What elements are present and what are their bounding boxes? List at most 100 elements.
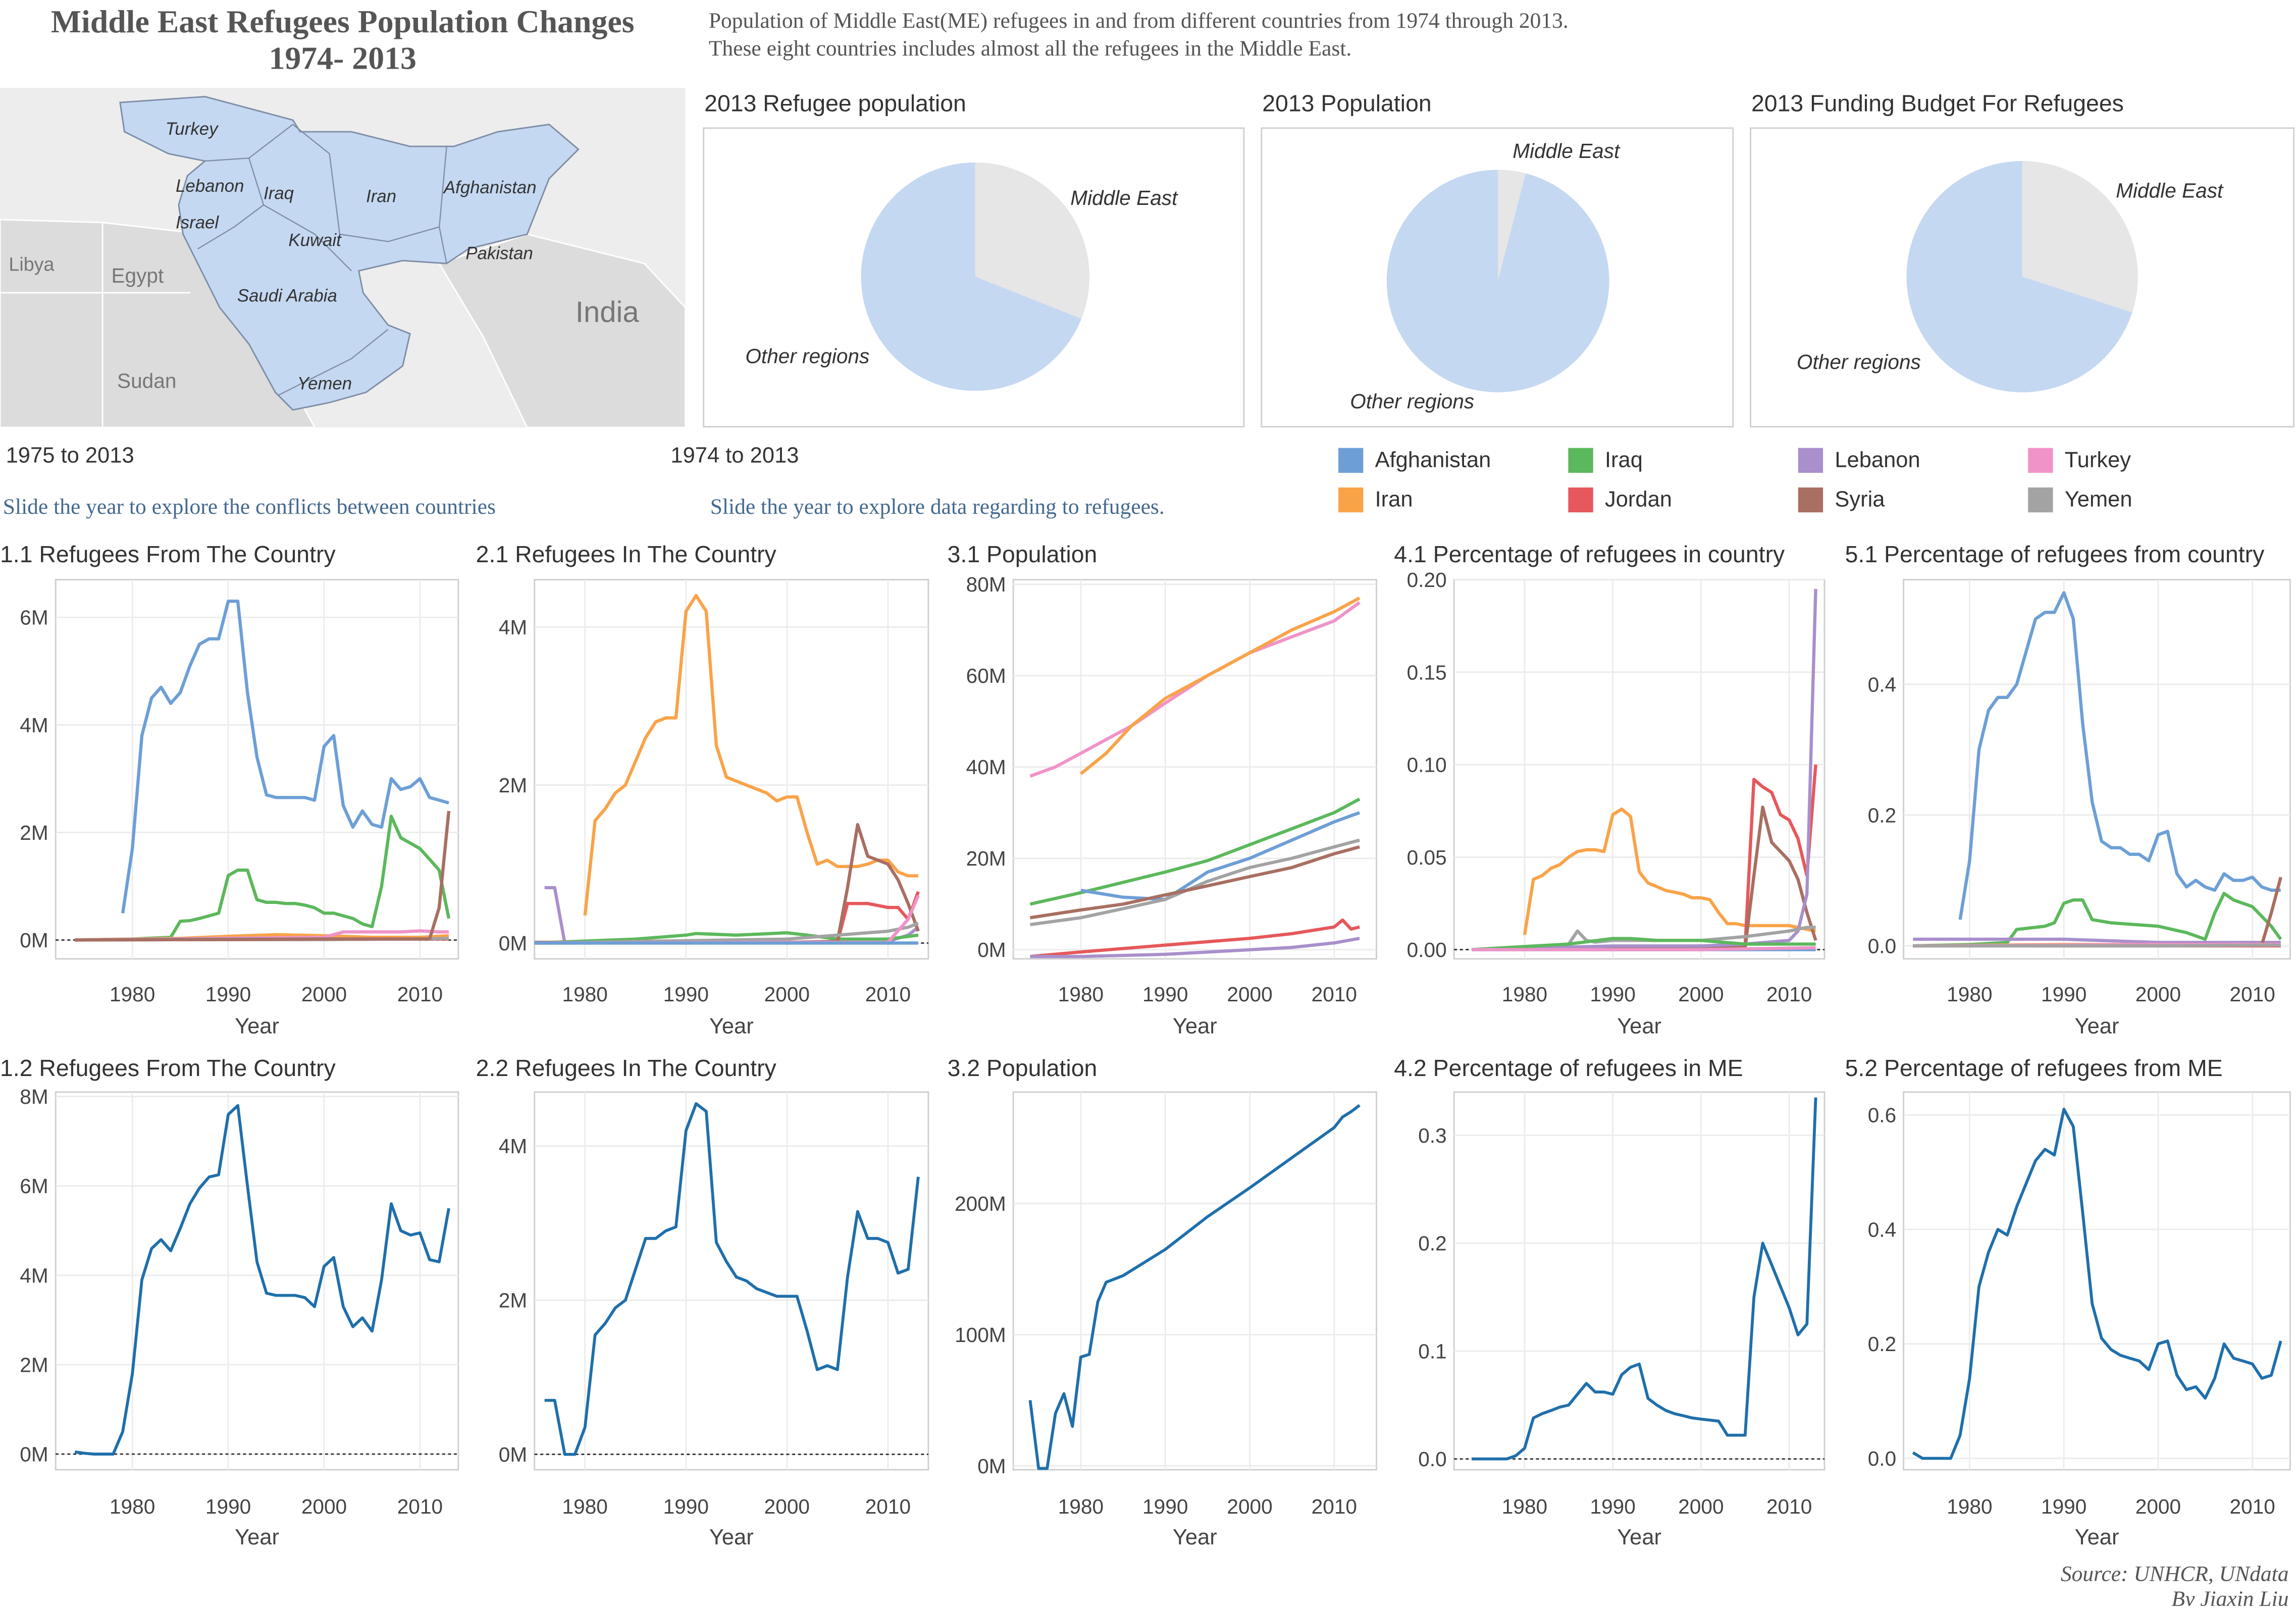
legend-swatch — [1568, 448, 1593, 473]
map-highlight-region[interactable] — [119, 95, 580, 411]
line-chart-c32[interactable]: 0M 100M 200M 1980 1990 2000 2010 Year — [948, 1078, 1382, 1549]
series-line-turkey[interactable] — [1029, 601, 1361, 778]
series-line-total[interactable] — [544, 1102, 920, 1456]
map-country-borders — [197, 124, 447, 396]
plot-area — [55, 579, 459, 960]
series-line-afghanistan[interactable] — [1080, 811, 1361, 901]
y-tick-label: 0.10 — [1407, 754, 1447, 777]
y-tick-label: 0.0 — [1868, 934, 1896, 957]
y-tick-label: 0M — [20, 1443, 48, 1466]
y-tick-label: 0M — [977, 938, 1006, 961]
series-line-lebanon[interactable] — [1913, 937, 2281, 944]
pie-slice-middle-east[interactable] — [975, 162, 1089, 319]
pie-slice-middle-east[interactable] — [2022, 161, 2138, 313]
middle-east-map[interactable]: Turkey Lebanon Israel Iraq Iran Afghanis… — [0, 88, 686, 427]
series-line-iran[interactable] — [583, 594, 918, 916]
plot-area — [1012, 1091, 1377, 1471]
series-line-iran[interactable] — [1523, 807, 1816, 935]
series-line-afghanistan[interactable] — [1958, 591, 2281, 920]
series-line-iraq[interactable] — [1029, 797, 1361, 906]
pie-chart-funding[interactable]: Middle East Other regions — [1750, 127, 2295, 427]
y-tick-label: 4M — [20, 1264, 48, 1287]
chart-title-c31: 3.1 Population — [947, 543, 1098, 568]
x-tick-label: 2000 — [1227, 1495, 1272, 1518]
pie-label-middle-east: Middle East — [2116, 179, 2224, 202]
series-line-iraq[interactable] — [534, 931, 919, 945]
map-land-asia — [438, 233, 686, 427]
series-line-afghanistan[interactable] — [121, 600, 449, 914]
series-line-syria[interactable] — [1030, 845, 1360, 920]
legend-item-afghanistan[interactable]: Afghanistan — [1338, 448, 1491, 473]
x-tick-label: 1980 — [1058, 983, 1104, 1006]
series-line-total[interactable] — [1472, 1097, 1817, 1461]
line-chart-c21[interactable]: 0M 2M 4M 1980 1990 2000 2010 Year — [476, 565, 934, 1038]
series-line-lebanon[interactable] — [1030, 937, 1360, 958]
pie-chart-refugee-population[interactable]: Middle East Other regions — [703, 127, 1245, 427]
series-line-iraq[interactable] — [1913, 891, 2282, 948]
description-line2: These eight countries includes almost al… — [708, 38, 1352, 62]
map-label-libya: Libya — [9, 254, 54, 275]
pie-chart-population[interactable]: Middle East Other regions — [1261, 127, 1734, 427]
x-tick-label: 2010 — [2230, 1495, 2275, 1518]
series-line-yemen[interactable] — [1030, 838, 1360, 927]
y-tick-label: 0M — [20, 929, 48, 952]
x-tick-label: 2010 — [865, 1495, 911, 1518]
series-line-iraq[interactable] — [75, 815, 451, 942]
x-tick-label: 2010 — [1766, 983, 1812, 1006]
series-line-jordan[interactable] — [1030, 918, 1360, 958]
pie-slice-other-regions[interactable] — [1386, 170, 1609, 393]
y-tick-label: 0.2 — [1868, 1332, 1896, 1356]
y-tick-label: 2M — [499, 774, 527, 797]
y-tick-label: 0.2 — [1868, 803, 1896, 827]
legend-item-iraq[interactable]: Iraq — [1568, 448, 1643, 473]
map-year-range[interactable]: 1975 to 2013 — [6, 443, 134, 469]
line-chart-c22[interactable]: 0M 2M 4M 1980 1990 2000 2010 Year — [476, 1078, 934, 1549]
y-tick-label: 200M — [955, 1192, 1006, 1215]
legend-item-turkey[interactable]: Turkey — [2028, 448, 2131, 473]
legend-item-yemen[interactable]: Yemen — [2028, 487, 2132, 513]
line-chart-c12[interactable]: 0M 2M 4M 6M 8M 1980 1990 2000 2010 Year — [0, 1078, 464, 1549]
dashboard-description: Population of Middle East(ME) refugees i… — [709, 9, 2173, 64]
pie-slice-middle-east[interactable] — [1498, 170, 1526, 281]
series-line-total[interactable] — [1028, 1104, 1361, 1470]
x-axis-label: Year — [709, 1525, 754, 1549]
pie-title-funding: 2013 Funding Budget For Refugees — [1751, 92, 2124, 118]
series-line-iraq[interactable] — [1471, 937, 1816, 951]
y-tick-label: 6M — [20, 1174, 48, 1198]
series-line-syria[interactable] — [75, 811, 451, 942]
line-chart-c42[interactable]: 0.0 0.1 0.2 0.3 1980 1990 2000 2010 Year — [1394, 1078, 1830, 1549]
x-axis-label: Year — [235, 1525, 279, 1549]
line-chart-c31[interactable]: 0M 20M 40M 60M 80M 1980 1990 2000 2010 Year — [948, 565, 1382, 1038]
chart-title-c51: 5.1 Percentage of refugees from country — [1845, 543, 2265, 568]
series-line-total[interactable] — [74, 1104, 450, 1456]
x-tick-label: 1990 — [205, 1495, 251, 1518]
legend-swatch — [2028, 487, 2053, 513]
map-label-kuwait: Kuwait — [288, 230, 342, 250]
legend-item-iran[interactable]: Iran — [1338, 487, 1413, 513]
series-line-turkey[interactable] — [1472, 946, 1816, 951]
line-chart-c41[interactable]: 0.00 0.05 0.10 0.15 0.20 1980 1990 2000 2010 Year — [1394, 565, 1830, 1038]
chart-title-c12: 1.2 Refugees From The Country — [0, 1057, 336, 1082]
pie-label-other-regions: Other regions — [1350, 390, 1474, 413]
legend-item-jordan[interactable]: Jordan — [1568, 487, 1672, 513]
legend-swatch — [1798, 487, 1823, 513]
series-line-iran[interactable] — [1079, 597, 1361, 775]
series-line-yemen[interactable] — [1913, 943, 2281, 948]
series-line-lebanon[interactable] — [1471, 588, 1817, 951]
series-line-yemen[interactable] — [1471, 926, 1816, 951]
map-year-hint: Slide the year to explore the conflicts … — [3, 496, 496, 520]
x-tick-label: 1990 — [1590, 1495, 1636, 1518]
year-range-filter[interactable]: 1974 to 2013 — [670, 443, 799, 469]
line-chart-c51[interactable]: 0.0 0.2 0.4 1980 1990 2000 2010 Year — [1845, 565, 2296, 1038]
x-tick-label: 2000 — [764, 983, 810, 1006]
series-line-yemen[interactable] — [534, 922, 919, 945]
y-tick-label: 0M — [499, 1443, 527, 1466]
legend-item-lebanon[interactable]: Lebanon — [1798, 448, 1920, 473]
x-tick-label: 2000 — [1678, 983, 1724, 1006]
legend-item-syria[interactable]: Syria — [1798, 487, 1885, 513]
y-tick-label: 0.6 — [1868, 1104, 1896, 1127]
line-chart-c52[interactable]: 0.0 0.2 0.4 0.6 1980 1990 2000 2010 Year — [1845, 1078, 2296, 1549]
line-chart-c11[interactable]: 0M 2M 4M 6M 1980 1990 2000 2010 Year — [0, 565, 464, 1038]
series-line-total[interactable] — [1912, 1107, 2282, 1460]
chart-title-c22: 2.2 Refugees In The Country — [476, 1057, 776, 1082]
